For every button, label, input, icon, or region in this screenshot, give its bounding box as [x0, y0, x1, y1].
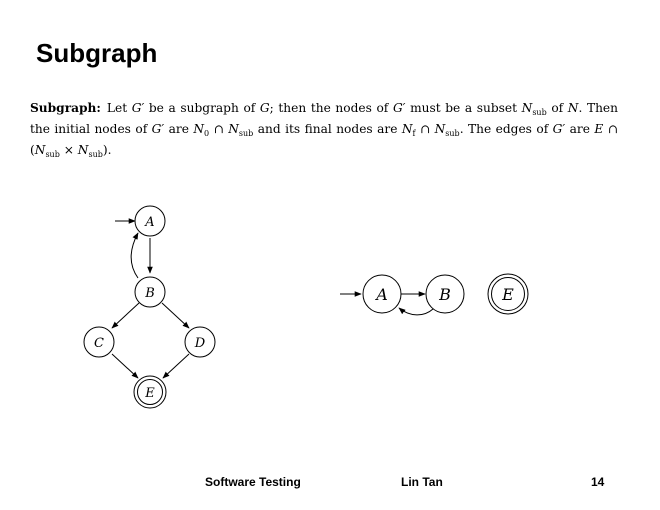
math-g-prime: G′ [392, 101, 406, 115]
node-e-final: E [133, 375, 167, 409]
math-e: E [594, 122, 604, 136]
edge-c-to-e [111, 353, 139, 379]
def-text: are [164, 122, 194, 136]
node-label: B [144, 286, 155, 301]
node-b: B [425, 274, 465, 314]
math-n-sub: Nsub [228, 122, 254, 138]
math-cap: ∩ [415, 122, 435, 136]
math-cap-open: ∩ ( [30, 122, 618, 157]
math-g-prime: G′ [131, 101, 145, 115]
def-text: ; then the nodes of [269, 101, 393, 115]
math-n: N [567, 101, 579, 115]
math-g: G [259, 101, 270, 115]
math-n-sub: Nsub [434, 122, 460, 138]
node-label: D [194, 336, 206, 351]
math-g-prime: G′ [151, 122, 165, 136]
left-graph: A B C D E [83, 205, 216, 409]
def-text: . Then the initial nodes of [30, 101, 618, 136]
def-text: . The edges of [459, 122, 553, 136]
edge-b-to-a [130, 232, 139, 279]
edge-b-to-c [111, 302, 140, 329]
node-c: C [83, 326, 115, 358]
definition-paragraph: Subgraph: Let G′ be a subgraph of G; then… [30, 100, 618, 163]
right-graph: A B E [340, 273, 529, 316]
math-cap: ∩ [209, 122, 229, 136]
math-n-sub: Nsub [34, 143, 60, 159]
edge-b-to-a [398, 307, 434, 316]
node-label: C [94, 336, 104, 351]
node-a: A [134, 205, 166, 237]
node-label: E [144, 386, 155, 401]
node-label: A [374, 285, 388, 304]
node-d: D [184, 326, 216, 358]
node-label: E [501, 285, 514, 304]
def-text: must be a subset [405, 101, 522, 115]
definition-term: Subgraph: [30, 101, 101, 115]
math-n-sub: Nsub [521, 101, 547, 117]
node-e-final: E [487, 273, 529, 315]
def-text: and its final nodes are [253, 122, 402, 136]
footer-course: Software Testing [205, 475, 301, 489]
def-text: of [546, 101, 568, 115]
edge-b-to-d [161, 302, 190, 329]
def-text: be a subgraph of [144, 101, 260, 115]
node-label: A [144, 215, 154, 230]
node-a: A [362, 274, 402, 314]
def-text: are [565, 122, 595, 136]
math-close: ). [102, 143, 112, 157]
footer-author: Lin Tan [401, 475, 443, 489]
math-n-sub: Nsub [77, 143, 103, 159]
def-text: Let [106, 101, 132, 115]
slide-title: Subgraph [36, 38, 158, 68]
math-nf: Nf [401, 122, 416, 138]
node-b: B [134, 276, 166, 308]
node-label: B [438, 285, 451, 304]
math-n0: N0 [193, 122, 210, 138]
math-times: × [59, 143, 78, 157]
edge-d-to-e [162, 353, 190, 379]
math-g-prime: G′ [552, 122, 566, 136]
page-number: 14 [591, 475, 605, 489]
